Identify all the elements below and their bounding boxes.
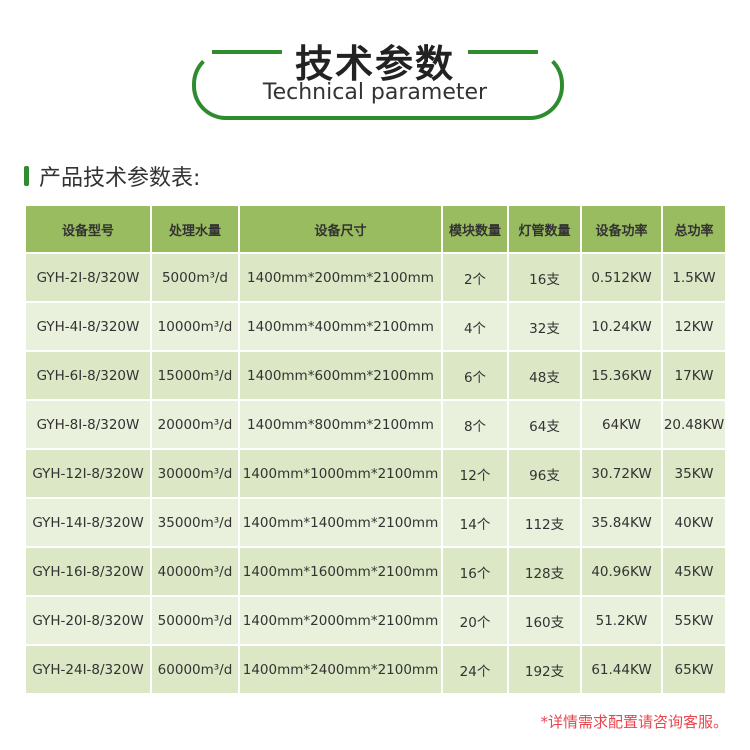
- title-frame: [192, 50, 564, 120]
- table-cell: 15.36KW: [580, 350, 663, 401]
- table-cell: 35.84KW: [580, 497, 663, 548]
- table-cell: 1400mm*1600mm*2100mm: [238, 546, 443, 597]
- table-cell: GYH-2I-8/320W: [24, 252, 152, 303]
- table-cell: 10000m³/d: [150, 301, 240, 352]
- table-cell: 30.72KW: [580, 448, 663, 499]
- table-cell: 6个: [441, 350, 509, 401]
- table-cell: 1400mm*2000mm*2100mm: [238, 595, 443, 646]
- table-row: GYH-2I-8/320W 5000m³/d 1400mm*200mm*2100mm…: [24, 252, 727, 303]
- column-header: 设备型号: [24, 204, 152, 254]
- table-cell: 30000m³/d: [150, 448, 240, 499]
- column-header: 模块数量: [441, 204, 509, 254]
- section-heading: 产品技术参数表:: [24, 160, 200, 192]
- table-cell: 55KW: [661, 595, 727, 646]
- table-row: GYH-16I-8/320W 40000m³/d 1400mm*1600mm*210…: [24, 546, 727, 597]
- table-cell: 50000m³/d: [150, 595, 240, 646]
- table-header-row: 设备型号 处理水量 设备尺寸 模块数量 灯管数量 设备功率 总功率: [24, 204, 727, 254]
- table-cell: 12KW: [661, 301, 727, 352]
- table-cell: 16个: [441, 546, 509, 597]
- table-cell: GYH-12I-8/320W: [24, 448, 152, 499]
- table-row: GYH-24I-8/320W 60000m³/d 1400mm*2400mm*210…: [24, 644, 727, 695]
- column-header: 设备功率: [580, 204, 663, 254]
- table-cell: GYH-24I-8/320W: [24, 644, 152, 695]
- table-cell: 24个: [441, 644, 509, 695]
- table-cell: 17KW: [661, 350, 727, 401]
- section-marker-icon: [24, 166, 29, 186]
- page-title: 技术参数: [294, 42, 455, 86]
- footnote: *详情需求配置请咨询客服。: [540, 713, 728, 731]
- table-cell: 64KW: [580, 399, 663, 450]
- table-cell: 51.2KW: [580, 595, 663, 646]
- table-cell: 1.5KW: [661, 252, 727, 303]
- table-cell: 20.48KW: [661, 399, 727, 450]
- table-cell: 35KW: [661, 448, 727, 499]
- table-row: GYH-12I-8/320W 30000m³/d 1400mm*1000mm*210…: [24, 448, 727, 499]
- column-header: 灯管数量: [507, 204, 582, 254]
- column-header: 处理水量: [150, 204, 240, 254]
- table-cell: 5000m³/d: [150, 252, 240, 303]
- table-row: GYH-8I-8/320W 20000m³/d 1400mm*800mm*2100m…: [24, 399, 727, 450]
- table-cell: 1400mm*600mm*2100mm: [238, 350, 443, 401]
- table-cell: 112支: [507, 497, 582, 548]
- table-cell: 48支: [507, 350, 582, 401]
- table-cell: 40KW: [661, 497, 727, 548]
- table-cell: 64支: [507, 399, 582, 450]
- title-frame-line-left: [212, 50, 282, 54]
- table-cell: 45KW: [661, 546, 727, 597]
- table-cell: 12个: [441, 448, 509, 499]
- table-row: GYH-4I-8/320W 10000m³/d 1400mm*400mm*2100m…: [24, 301, 727, 352]
- table-cell: GYH-14I-8/320W: [24, 497, 152, 548]
- parameter-table: 设备型号 处理水量 设备尺寸 模块数量 灯管数量 设备功率 总功率 GYH-2I-8/320…: [24, 204, 727, 695]
- table-row: GYH-14I-8/320W 35000m³/d 1400mm*1400mm*210…: [24, 497, 727, 548]
- table-cell: 1400mm*2400mm*2100mm: [238, 644, 443, 695]
- table-cell: 1400mm*1400mm*2100mm: [238, 497, 443, 548]
- column-header: 总功率: [661, 204, 727, 254]
- table-cell: 160支: [507, 595, 582, 646]
- section-title: 产品技术参数表:: [39, 166, 201, 191]
- table-cell: GYH-16I-8/320W: [24, 546, 152, 597]
- table-cell: 20个: [441, 595, 509, 646]
- table-cell: 61.44KW: [580, 644, 663, 695]
- table-cell: 16支: [507, 252, 582, 303]
- table-cell: 35000m³/d: [150, 497, 240, 548]
- table-cell: GYH-4I-8/320W: [24, 301, 152, 352]
- table-cell: 4个: [441, 301, 509, 352]
- table-cell: 40000m³/d: [150, 546, 240, 597]
- table-cell: GYH-8I-8/320W: [24, 399, 152, 450]
- table-cell: 65KW: [661, 644, 727, 695]
- table-cell: 8个: [441, 399, 509, 450]
- table-cell: 1400mm*800mm*2100mm: [238, 399, 443, 450]
- table-cell: 32支: [507, 301, 582, 352]
- table-cell: 1400mm*200mm*2100mm: [238, 252, 443, 303]
- table-cell: 20000m³/d: [150, 399, 240, 450]
- table-cell: 96支: [507, 448, 582, 499]
- table-cell: 1400mm*1000mm*2100mm: [238, 448, 443, 499]
- table-cell: 2个: [441, 252, 509, 303]
- table-cell: GYH-20I-8/320W: [24, 595, 152, 646]
- table-cell: 14个: [441, 497, 509, 548]
- table-cell: GYH-6I-8/320W: [24, 350, 152, 401]
- table-row: GYH-6I-8/320W 15000m³/d 1400mm*600mm*2100m…: [24, 350, 727, 401]
- table-cell: 10.24KW: [580, 301, 663, 352]
- table-cell: 1400mm*400mm*2100mm: [238, 301, 443, 352]
- table-cell: 15000m³/d: [150, 350, 240, 401]
- page-subtitle: Technical parameter: [262, 80, 488, 105]
- title-frame-line-right: [468, 50, 538, 54]
- table-cell: 60000m³/d: [150, 644, 240, 695]
- table-cell: 40.96KW: [580, 546, 663, 597]
- column-header: 设备尺寸: [238, 204, 443, 254]
- table-cell: 192支: [507, 644, 582, 695]
- table-cell: 128支: [507, 546, 582, 597]
- table-row: GYH-20I-8/320W 50000m³/d 1400mm*2000mm*210…: [24, 595, 727, 646]
- table-cell: 0.512KW: [580, 252, 663, 303]
